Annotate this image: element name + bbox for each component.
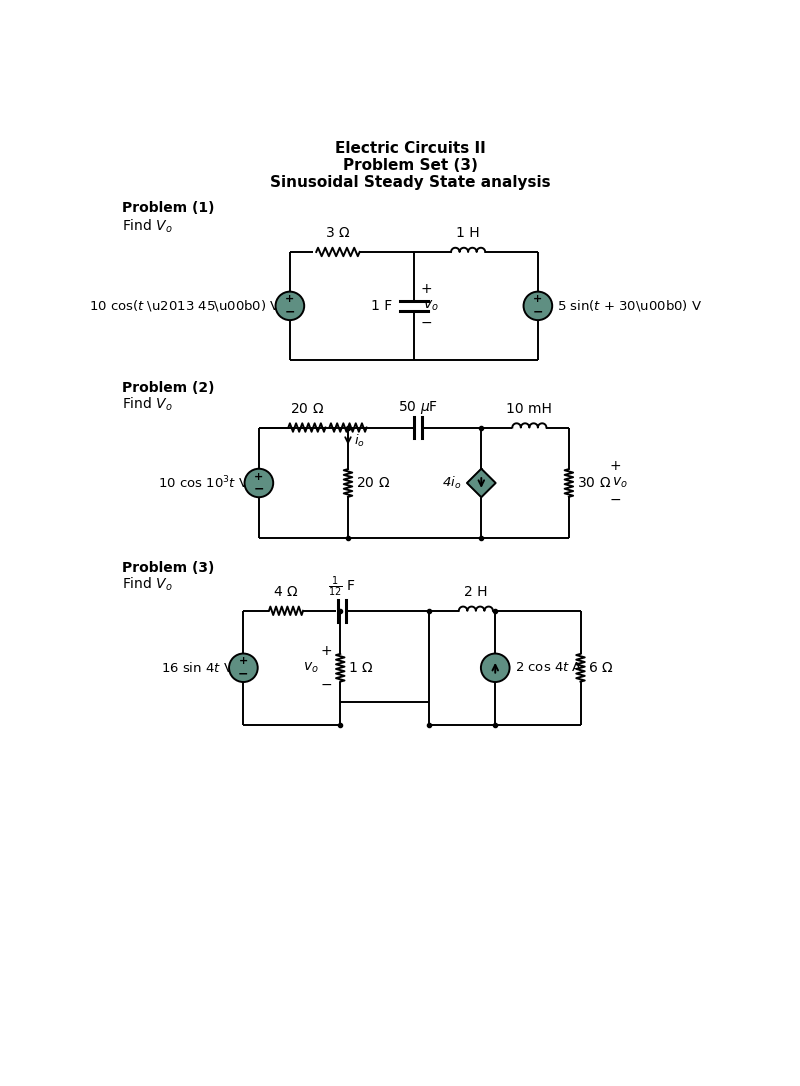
Text: Find $V_o$: Find $V_o$	[122, 576, 173, 593]
Text: +: +	[238, 656, 248, 667]
Text: 50 $\mu$F: 50 $\mu$F	[398, 399, 438, 416]
Text: 2 H: 2 H	[464, 585, 488, 599]
Text: Problem (3): Problem (3)	[122, 560, 214, 574]
Text: Sinusoidal Steady State analysis: Sinusoidal Steady State analysis	[270, 175, 550, 190]
Circle shape	[481, 654, 510, 682]
Text: Electric Circuits II: Electric Circuits II	[334, 141, 486, 156]
Text: −: −	[420, 316, 432, 330]
Text: 16 sin 4$t$ V: 16 sin 4$t$ V	[161, 660, 234, 674]
Text: 10 cos 10$^3$$t$ V: 10 cos 10$^3$$t$ V	[158, 475, 250, 491]
Circle shape	[245, 469, 274, 497]
Text: Problem (2): Problem (2)	[122, 380, 214, 394]
Text: 4 $\Omega$: 4 $\Omega$	[274, 585, 298, 599]
Text: +: +	[534, 294, 542, 304]
Text: $v_o$: $v_o$	[423, 299, 439, 313]
Text: +: +	[321, 644, 333, 658]
Text: $v_o$: $v_o$	[303, 660, 318, 675]
Text: 3 $\Omega$: 3 $\Omega$	[326, 226, 350, 240]
Text: 1 $\Omega$: 1 $\Omega$	[348, 660, 374, 674]
Text: −: −	[285, 306, 295, 319]
Text: 10 cos($t$ \u2013 45\u00b0) V: 10 cos($t$ \u2013 45\u00b0) V	[89, 299, 281, 314]
Text: +: +	[420, 282, 432, 296]
Text: +: +	[254, 471, 263, 481]
Text: 6 $\Omega$: 6 $\Omega$	[588, 660, 614, 674]
Text: 5 sin($t$ + 30\u00b0) V: 5 sin($t$ + 30\u00b0) V	[558, 299, 702, 314]
Text: 10 mH: 10 mH	[506, 402, 552, 416]
Text: +: +	[609, 459, 621, 473]
Text: −: −	[321, 678, 333, 692]
Text: 4$i_o$: 4$i_o$	[442, 475, 461, 491]
Text: 1 H: 1 H	[456, 226, 480, 240]
Text: −: −	[238, 668, 249, 681]
Polygon shape	[467, 469, 496, 497]
Text: $\frac{1}{12}$ F: $\frac{1}{12}$ F	[328, 574, 356, 599]
Text: Find $V_o$: Find $V_o$	[122, 217, 173, 235]
Text: −: −	[533, 306, 543, 319]
Text: 20 $\Omega$: 20 $\Omega$	[356, 476, 390, 490]
Circle shape	[523, 292, 552, 320]
Circle shape	[275, 292, 304, 320]
Circle shape	[229, 654, 258, 682]
Text: 2 cos 4$t$ A: 2 cos 4$t$ A	[515, 661, 583, 674]
Text: Problem Set (3): Problem Set (3)	[342, 159, 478, 174]
Text: +: +	[286, 294, 294, 304]
Text: −: −	[254, 483, 264, 496]
Text: Problem (1): Problem (1)	[122, 201, 214, 215]
Text: 20 $\Omega$: 20 $\Omega$	[290, 402, 324, 416]
Text: Find $V_o$: Find $V_o$	[122, 395, 173, 413]
Text: −: −	[609, 493, 621, 507]
Text: $i_o$: $i_o$	[354, 433, 365, 450]
Text: $v_o$: $v_o$	[612, 476, 628, 490]
Text: 30 $\Omega$: 30 $\Omega$	[577, 476, 611, 490]
Text: 1 F: 1 F	[371, 299, 392, 313]
